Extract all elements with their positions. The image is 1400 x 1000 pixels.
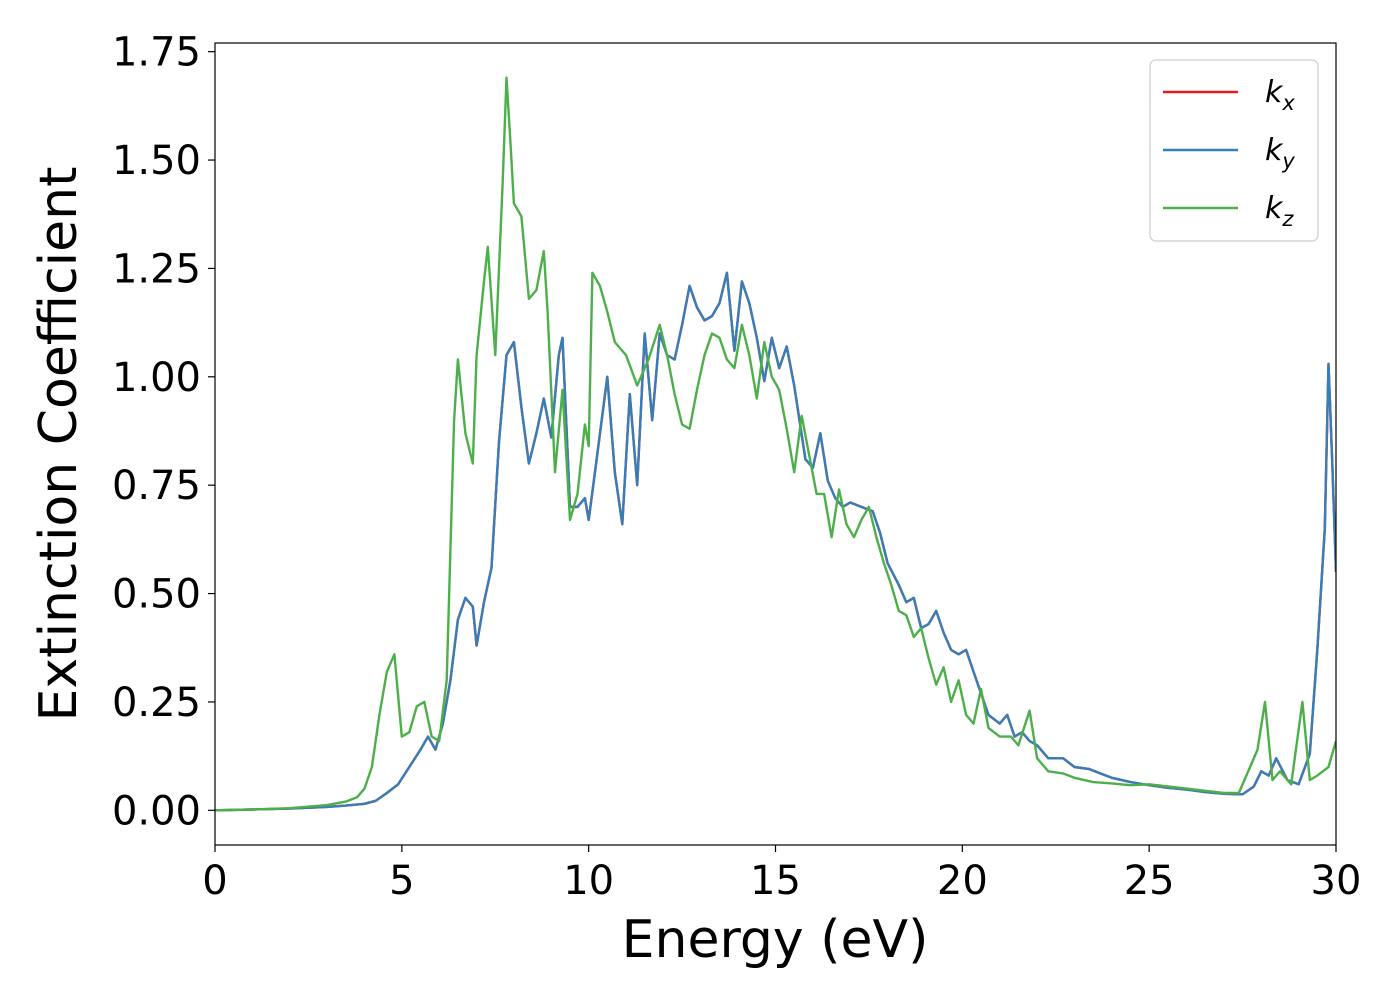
x-tick-label: 20 (937, 858, 988, 904)
x-axis: 0 5 10 15 20 25 30 (202, 845, 1361, 904)
y-tick-label: 0.25 (112, 680, 201, 726)
legend-label: kx (1265, 75, 1295, 115)
y-axis: 0.00 0.25 0.50 0.75 1.00 1.25 1.50 1.75 (112, 30, 215, 834)
y-axis-label: Extinction Coefficient (29, 167, 89, 722)
legend-label-subscript: x (1281, 91, 1295, 115)
legend-label-main: k (1265, 133, 1284, 168)
x-axis-label: Energy (eV) (622, 910, 929, 970)
legend-label-subscript: y (1281, 149, 1295, 173)
x-tick-label: 25 (1124, 858, 1175, 904)
y-tick-label: 1.75 (112, 30, 201, 76)
x-tick-label: 0 (202, 858, 227, 904)
legend-label: ky (1265, 133, 1295, 173)
x-tick-label: 15 (750, 858, 801, 904)
y-tick-label: 0.75 (112, 463, 201, 509)
series-line-z (215, 76, 1336, 812)
series-line-y (215, 271, 1336, 812)
y-tick-label: 1.00 (112, 355, 201, 401)
y-tick-label: 1.25 (112, 246, 201, 292)
legend-label: kz (1265, 191, 1294, 231)
x-tick-label: 30 (1311, 858, 1362, 904)
plot-background (215, 43, 1336, 845)
legend-label-main: k (1265, 191, 1284, 226)
series-layer (215, 76, 1336, 812)
legend-label-subscript: z (1281, 207, 1294, 231)
y-tick-label: 0.00 (112, 788, 201, 834)
legend-label-main: k (1265, 75, 1284, 110)
y-tick-label: 0.50 (112, 572, 201, 618)
y-tick-label: 1.50 (112, 138, 201, 184)
x-tick-label: 10 (563, 858, 614, 904)
x-tick-label: 5 (389, 858, 414, 904)
